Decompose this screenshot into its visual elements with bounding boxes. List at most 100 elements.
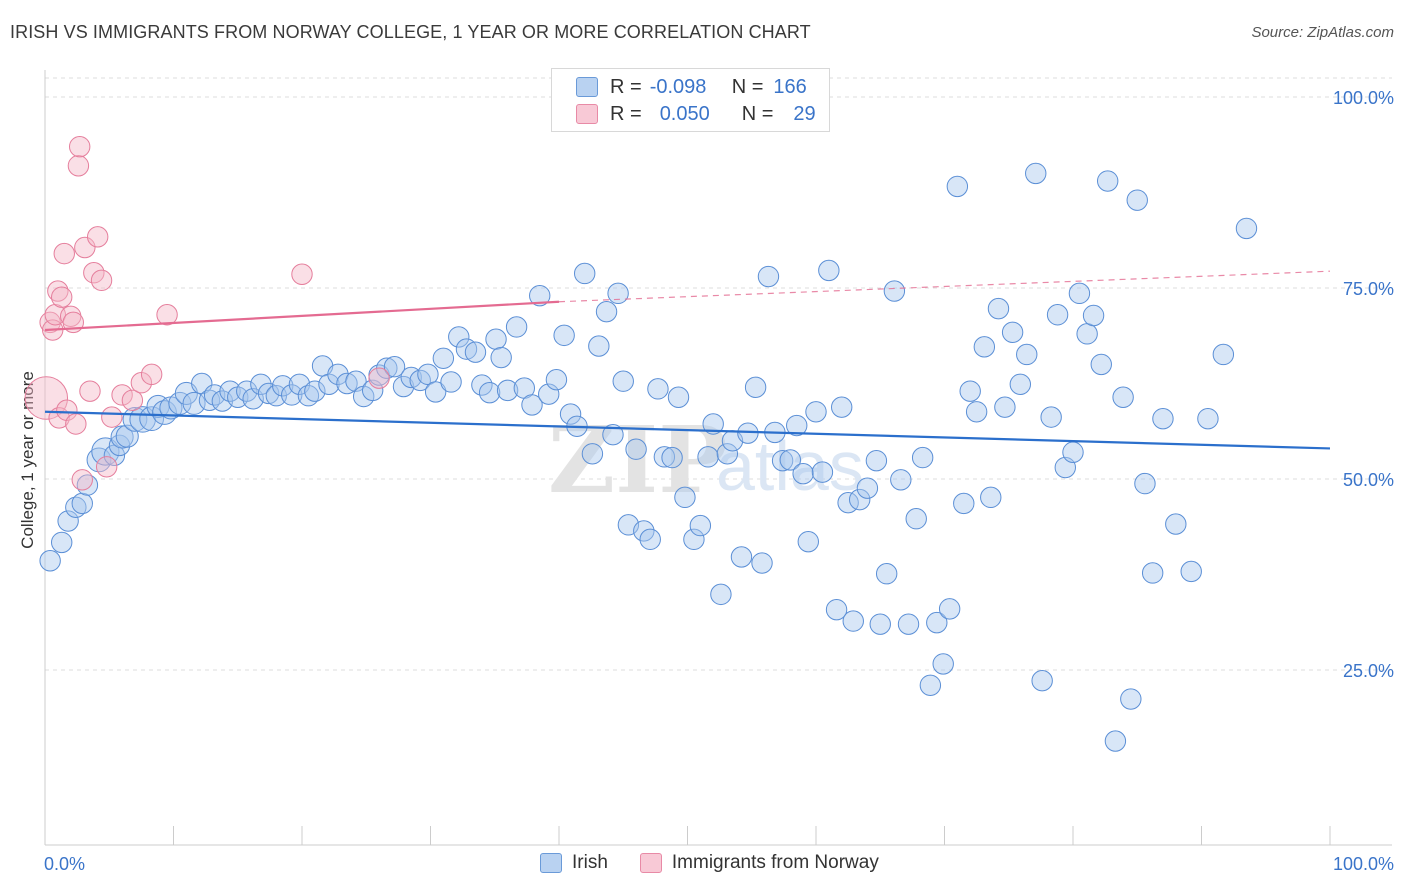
irish-point	[574, 262, 596, 285]
irish-point	[683, 528, 705, 551]
irish-point	[1040, 406, 1062, 428]
irish-point	[478, 381, 501, 404]
irish-point	[581, 443, 604, 465]
irish-point	[865, 449, 888, 472]
legend-label-norway: Immigrants from Norway	[671, 852, 879, 873]
irish-swatch	[576, 77, 598, 97]
n-value-irish: 166	[773, 75, 807, 98]
irish-point	[897, 613, 920, 635]
legend-row-norway: R = 0.050 N = 29	[576, 101, 816, 127]
irish-point	[647, 378, 669, 400]
r-label: R =	[610, 102, 642, 125]
irish-point	[818, 259, 840, 282]
irish-point	[383, 355, 406, 378]
irish-point	[965, 401, 988, 423]
source-label: Source: ZipAtlas.com	[1251, 24, 1394, 41]
irish-point	[842, 610, 864, 632]
irish-point	[716, 443, 739, 465]
irish-point	[661, 446, 683, 469]
irish-point	[938, 598, 961, 620]
irish-point	[697, 446, 719, 468]
irish-point	[811, 461, 834, 483]
irish-point	[424, 381, 447, 403]
x-tick-label: 100.0%	[1333, 854, 1394, 874]
norway-trend-extension	[558, 270, 1331, 303]
watermark-zip: ZIP	[548, 406, 727, 514]
irish-point	[1126, 189, 1148, 211]
irish-point	[890, 469, 912, 491]
irish-point	[953, 492, 975, 515]
irish-point	[529, 284, 551, 307]
norway-point	[291, 263, 313, 285]
irish-point	[1152, 407, 1174, 430]
irish-point	[485, 328, 507, 350]
irish-point	[440, 371, 462, 393]
irish-point	[797, 530, 819, 553]
irish-point	[911, 446, 934, 469]
legend-label-irish: Irish	[572, 852, 608, 873]
irish-point	[905, 508, 927, 530]
irish-point	[689, 514, 712, 537]
irish-point	[771, 449, 794, 472]
irish-point	[505, 316, 528, 338]
irish-point	[250, 373, 272, 395]
irish-point	[959, 380, 981, 402]
y-tick-label: 50.0%	[1343, 470, 1394, 490]
irish-point	[602, 423, 624, 446]
irish-point	[883, 280, 906, 302]
series-legend: Irish Immigrants from Norway	[540, 852, 911, 874]
n-label: N =	[741, 102, 774, 125]
irish-point	[392, 375, 415, 398]
irish-point	[869, 613, 891, 635]
norway-point	[90, 269, 113, 292]
norway-point	[65, 413, 87, 435]
legend-item-irish: Irish	[540, 852, 608, 874]
norway-point	[71, 469, 93, 491]
irish-point	[1009, 373, 1032, 395]
irish-point	[281, 384, 303, 406]
irish-point	[432, 347, 455, 369]
irish-point	[51, 531, 73, 554]
irish-point	[919, 674, 942, 696]
irish-point	[521, 394, 543, 416]
irish-point	[1235, 217, 1258, 240]
norway-point	[51, 286, 73, 308]
irish-point	[737, 422, 759, 444]
irish-point	[848, 488, 871, 511]
irish-point	[856, 477, 879, 499]
norway-point	[86, 226, 109, 248]
tick-labels: 25.0% 50.0% 75.0% 100.0% 0.0% 100.0%	[44, 88, 1394, 874]
y-tick-label: 100.0%	[1333, 88, 1394, 108]
r-value-irish: -0.098	[649, 75, 707, 98]
norway-point	[111, 384, 133, 406]
irish-point	[464, 341, 487, 363]
x-tick-label: 0.0%	[44, 854, 85, 874]
irish-point	[607, 282, 629, 305]
irish-point	[625, 438, 647, 460]
irish-point	[1031, 669, 1053, 692]
irish-point	[751, 552, 773, 574]
irish-point	[987, 297, 1010, 320]
n-value-norway: 29	[793, 102, 816, 125]
irish-point	[1112, 386, 1134, 408]
irish-point	[1082, 304, 1105, 327]
irish-point	[448, 326, 470, 348]
irish-point	[336, 372, 358, 395]
irish-point	[702, 413, 724, 435]
norway-point	[156, 304, 178, 326]
legend-item-norway: Immigrants from Norway	[639, 852, 879, 874]
irish-point	[932, 653, 954, 675]
irish-point	[545, 368, 568, 391]
irish-point	[559, 403, 582, 425]
irish-point	[667, 386, 690, 408]
irish-point	[1104, 730, 1127, 752]
irish-point	[152, 400, 177, 425]
irish-point	[174, 381, 198, 405]
irish-point	[1076, 323, 1098, 345]
irish-point	[994, 396, 1016, 418]
irish-point	[39, 550, 61, 572]
irish-point	[1090, 353, 1112, 376]
irish-point	[1141, 562, 1164, 584]
irish-point	[272, 375, 294, 397]
irish-point	[653, 446, 676, 468]
